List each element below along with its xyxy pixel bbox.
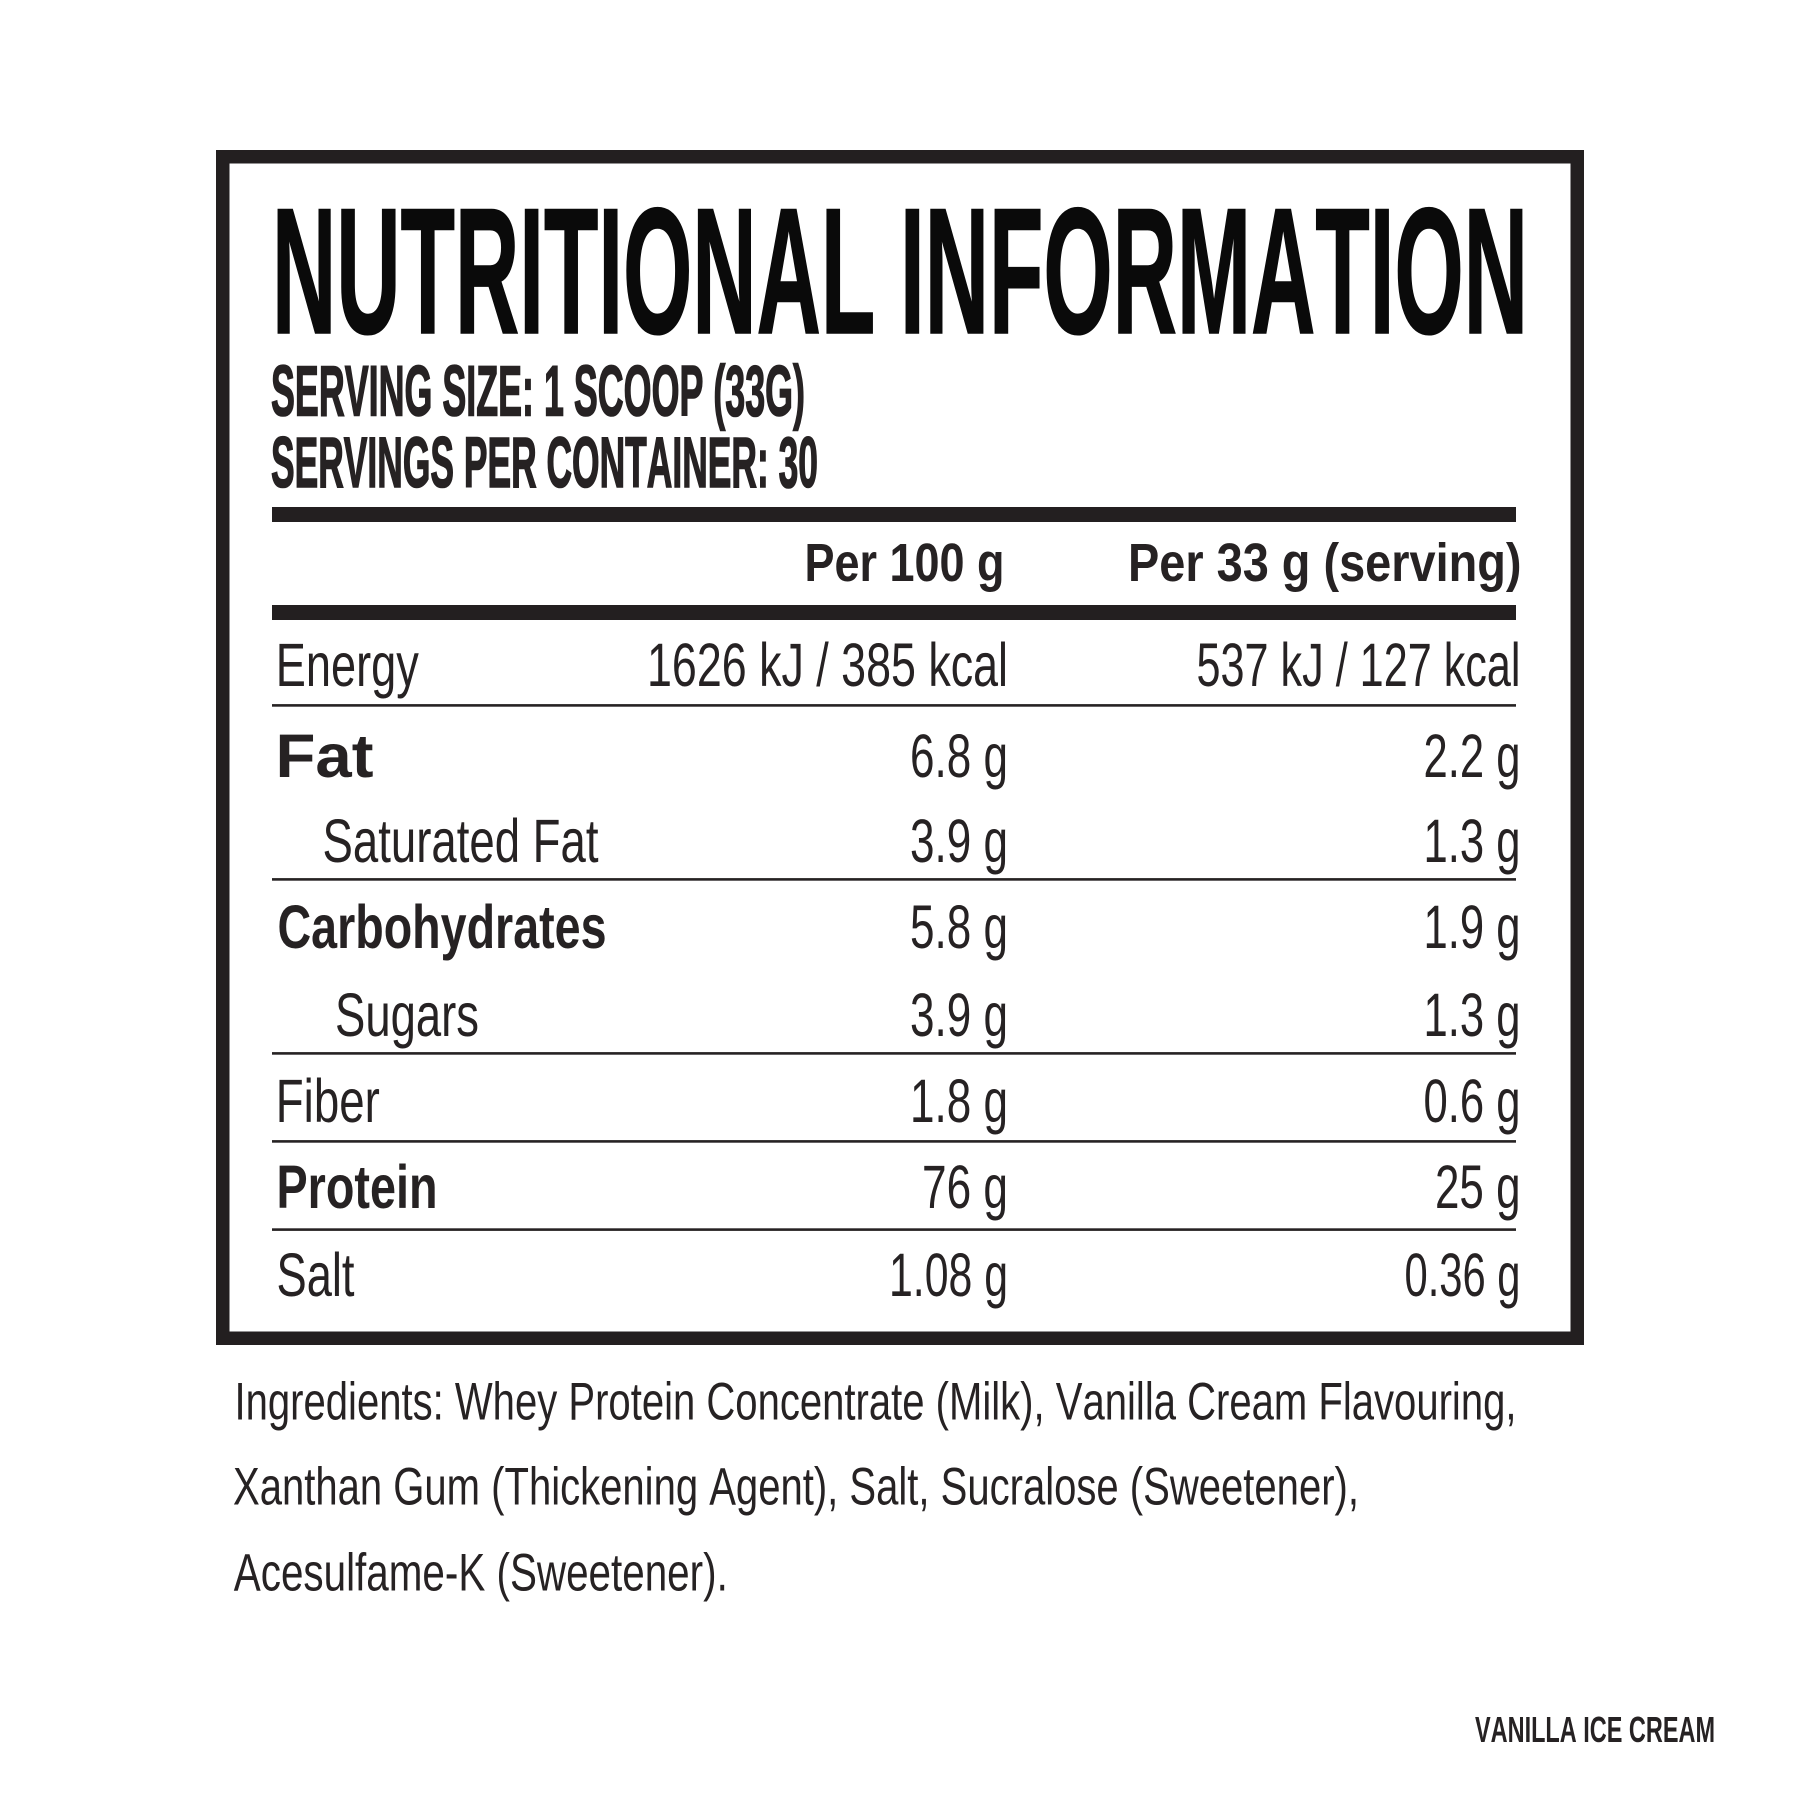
svg-text:Carbohydrates: Carbohydrates [278, 893, 607, 961]
svg-text:SERVINGS PER CONTAINER: 30: SERVINGS PER CONTAINER: 30 [271, 424, 818, 503]
svg-text:5.8 g: 5.8 g [910, 893, 1008, 961]
svg-text:Per 33 g (serving): Per 33 g (serving) [1128, 533, 1522, 593]
svg-text:1.9 g: 1.9 g [1424, 893, 1521, 961]
svg-text:3.9 g: 3.9 g [910, 807, 1008, 875]
svg-text:2.2 g: 2.2 g [1424, 722, 1521, 790]
svg-text:0.6 g: 0.6 g [1424, 1067, 1521, 1135]
svg-text:1.3 g: 1.3 g [1424, 981, 1521, 1049]
svg-text:Sugars: Sugars [335, 981, 479, 1049]
svg-text:537 kJ / 127 kcal: 537 kJ / 127 kcal [1197, 631, 1521, 699]
svg-text:1.8 g: 1.8 g [910, 1067, 1008, 1135]
svg-text:3.9 g: 3.9 g [910, 981, 1008, 1049]
svg-text:25 g: 25 g [1435, 1153, 1521, 1221]
svg-text:NUTRITIONAL INFORMATION: NUTRITIONAL INFORMATION [272, 172, 1528, 372]
svg-text:SERVING SIZE: 1 SCOOP (33G): SERVING SIZE: 1 SCOOP (33G) [271, 353, 805, 432]
svg-text:Per 100 g: Per 100 g [805, 533, 1005, 593]
svg-text:1.08 g: 1.08 g [889, 1241, 1008, 1309]
svg-text:Acesulfame-K (Sweetener).: Acesulfame-K (Sweetener). [234, 1544, 728, 1603]
svg-text:76 g: 76 g [922, 1153, 1008, 1221]
svg-text:Saturated Fat: Saturated Fat [323, 807, 599, 875]
svg-text:6.8 g: 6.8 g [910, 722, 1008, 790]
svg-text:VANILLA ICE CREAM: VANILLA ICE CREAM [1475, 1709, 1715, 1750]
svg-text:Salt: Salt [277, 1241, 355, 1309]
svg-text:1626 kJ / 385 kcal: 1626 kJ / 385 kcal [647, 631, 1008, 699]
svg-text:Xanthan Gum (Thickening Agent): Xanthan Gum (Thickening Agent), Salt, Su… [233, 1458, 1359, 1517]
svg-text:Fiber: Fiber [276, 1067, 380, 1135]
svg-text:1.3 g: 1.3 g [1424, 807, 1521, 875]
svg-text:Fat: Fat [276, 722, 374, 790]
svg-text:Ingredients: Whey Protein Conc: Ingredients: Whey Protein Concentrate (M… [235, 1373, 1517, 1432]
svg-text:Energy: Energy [276, 631, 419, 699]
svg-text:Protein: Protein [277, 1153, 438, 1221]
svg-text:0.36 g: 0.36 g [1405, 1241, 1521, 1309]
